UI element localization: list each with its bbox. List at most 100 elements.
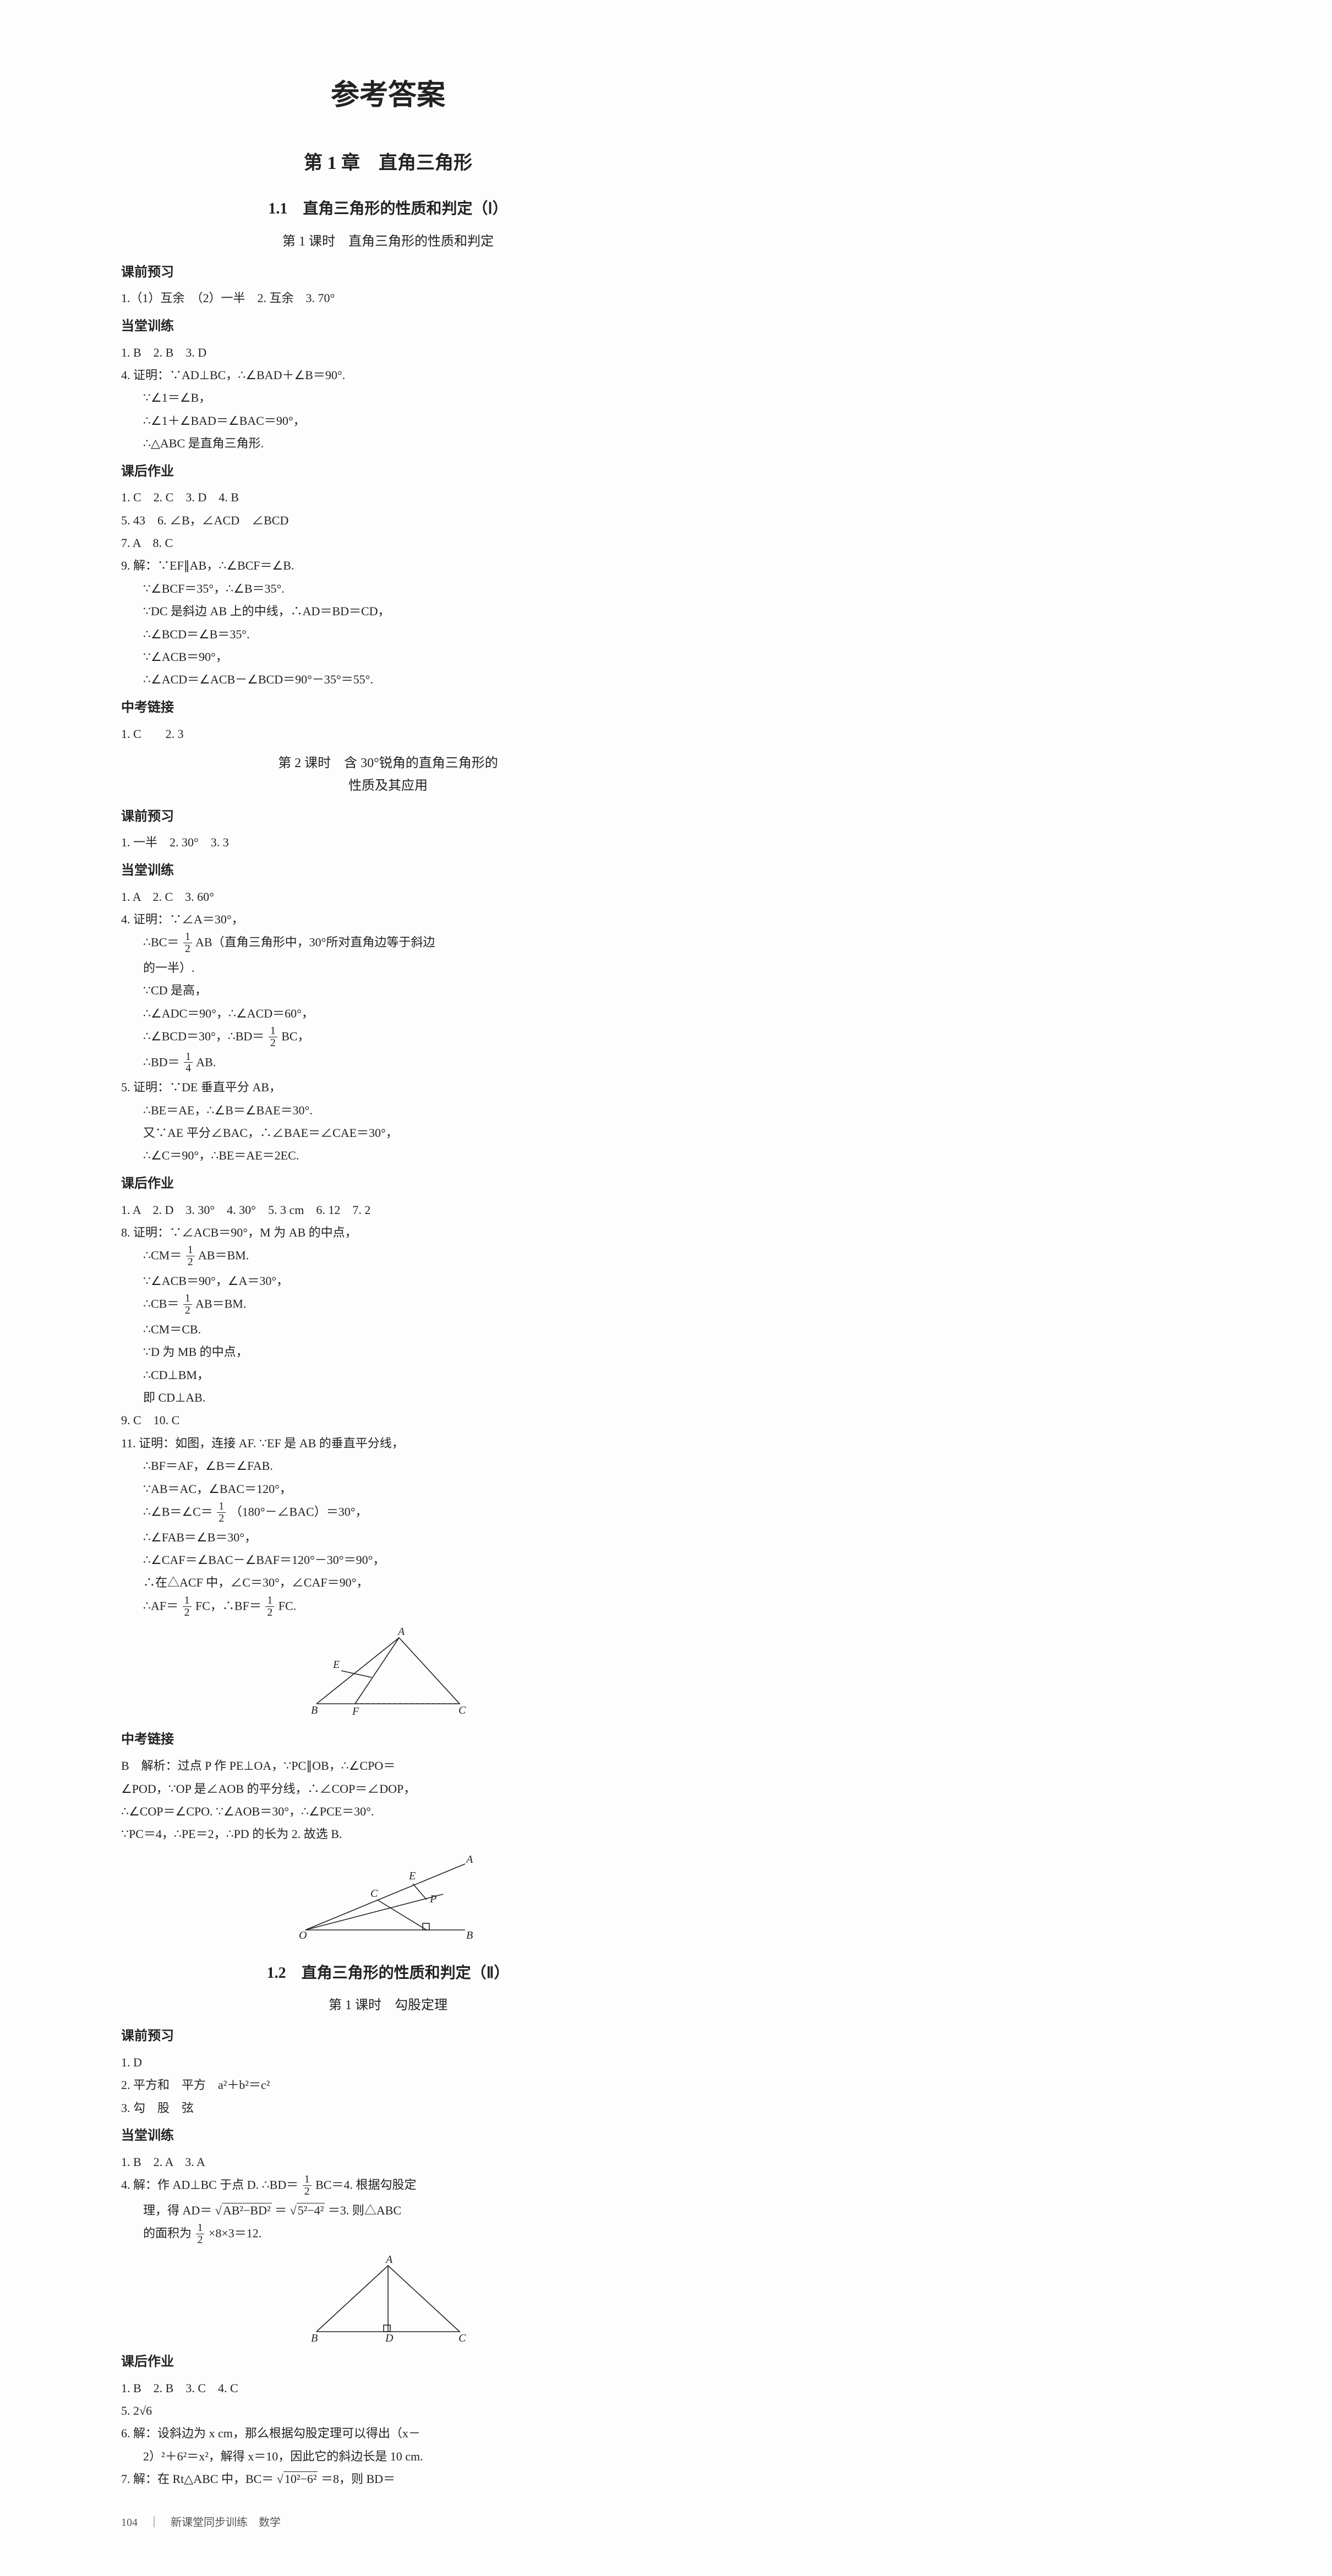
text: ∴∠B＝∠C＝	[143, 1505, 213, 1518]
text: 的面积为	[143, 2227, 192, 2240]
proof-line: ∴CM＝ 12 AB＝BM.	[121, 1245, 655, 1268]
answer-line: 5. 43 6. ∠B，∠ACD ∠BCD	[121, 510, 655, 530]
text: AB（直角三角形中，30°所对直角边等于斜边	[195, 936, 435, 949]
proof-line: 又∵AE 平分∠BAC，∴∠BAE＝∠CAE＝30°，	[121, 1123, 655, 1143]
text: ∴AF＝	[143, 1599, 178, 1612]
answer-line: 5. 2√6	[121, 2400, 655, 2421]
proof-line: ∴∠FAB＝∠B＝30°，	[121, 1527, 655, 1547]
section-1-1-title: 1.1 直角三角形的性质和判定（Ⅰ）	[121, 196, 655, 222]
solution-line: 6. 解：设斜边为 x cm，那么根据勾股定理可以得出（x－	[121, 2423, 655, 2443]
answer-line: 7. A 8. C	[121, 533, 655, 553]
proof-line: 4. 证明：∵AD⊥BC，∴∠BAD＋∠B＝90°.	[121, 365, 655, 385]
text: （180°－∠BAC）＝30°，	[230, 1505, 368, 1518]
main-title: 参考答案	[121, 72, 655, 120]
preview-line: 1. D	[121, 2052, 655, 2072]
diag3-label-A: A	[385, 2255, 393, 2266]
homework-header: 课后作业	[121, 2351, 655, 2373]
text: ∴BD＝	[143, 1055, 180, 1069]
exam-header: 中考链接	[121, 1729, 655, 1751]
text: ∴∠BCD＝30°，∴BD＝	[143, 1029, 264, 1043]
proof-line: ∴在△ACF 中，∠C＝30°，∠CAF＝90°，	[121, 1572, 655, 1593]
exam-line: ∴∠COP＝∠CPO. ∵∠AOB＝30°，∴∠PCE＝30°.	[121, 1801, 655, 1822]
fraction-half: 12	[183, 1595, 192, 1619]
text: ＝	[275, 2203, 287, 2217]
proof-line: ∴BC＝ 12 AB（直角三角形中，30°所对直角边等于斜边	[121, 932, 655, 955]
proof-line: 的一半）.	[121, 958, 655, 978]
diag1-label-E: E	[332, 1659, 340, 1671]
answer-line: 1. A 2. D 3. 30° 4. 30° 5. 3 cm 6. 12 7.…	[121, 1200, 655, 1220]
answer-line: 1. B 2. B 3. C 4. C	[121, 2378, 655, 2398]
fraction-half: 12	[183, 1293, 192, 1317]
text: 4. 解：作 AD⊥BC 于点 D. ∴BD＝	[121, 2178, 298, 2192]
proof-line: ∵AB＝AC，∠BAC＝120°，	[121, 1479, 655, 1499]
text: ∴BC＝	[143, 936, 179, 949]
sqrt-expr: AB²−BD²	[222, 2203, 272, 2217]
proof-line: 4. 证明：∵∠A＝30°，	[121, 909, 655, 929]
text: ＝3. 则△ABC	[328, 2203, 401, 2217]
diag3-label-C: C	[458, 2332, 466, 2343]
angle-diagram-2: O A B C E P	[289, 1853, 487, 1946]
solution-line: ∵∠BCF＝35°，∴∠B＝35°.	[121, 578, 655, 599]
solution-line: 的面积为 12 ×8×3＝12.	[121, 2223, 655, 2246]
solution-line: ∴∠BCD＝∠B＝35°.	[121, 624, 655, 644]
triangle-diagram-1: A B C E F	[300, 1627, 476, 1720]
preview-header: 课前预习	[121, 806, 655, 828]
solution-line: 4. 解：作 AD⊥BC 于点 D. ∴BD＝ 12 BC＝4. 根据勾股定	[121, 2174, 655, 2198]
text: FC.	[279, 1599, 296, 1612]
answer-line: 1. C 2. 3	[121, 724, 655, 744]
answer-line: 1. C 2. C 3. D 4. B	[121, 487, 655, 507]
fraction-half: 12	[303, 2174, 312, 2198]
lesson-1-2-1-title: 第 1 课时 勾股定理	[121, 1994, 655, 2017]
preview-header: 课前预习	[121, 261, 655, 284]
proof-line: ∴CD⊥BM，	[121, 1365, 655, 1385]
diag3-label-B: B	[311, 2332, 318, 2343]
triangle-diagram-3: A B C D	[300, 2255, 476, 2343]
page-footer: 104 ｜ 新课堂同步训练 数学	[121, 2513, 1233, 2532]
proof-line: 8. 证明：∵∠ACB＝90°，M 为 AB 的中点，	[121, 1222, 655, 1243]
preview-line: 3. 勾 股 弦	[121, 2098, 655, 2118]
solution-line: 理，得 AD＝ √AB²−BD² ＝ √5²−4² ＝3. 则△ABC	[121, 2200, 655, 2220]
preview-line: 1.（1）互余 （2）一半 2. 互余 3. 70°	[121, 288, 655, 308]
fraction-half: 12	[183, 932, 192, 955]
diag1-label-A: A	[397, 1627, 405, 1638]
proof-line: ∴∠1＋∠BAD＝∠BAC＝90°，	[121, 411, 655, 431]
text: BC＝4. 根据勾股定	[315, 2178, 416, 2192]
proof-line: ∴CM＝CB.	[121, 1319, 655, 1339]
text: ∴CM＝	[143, 1249, 182, 1262]
text: ∴CB＝	[143, 1297, 179, 1311]
diag3-label-D: D	[385, 2332, 394, 2343]
solution-line: 9. 解：∵EF∥AB，∴∠BCF＝∠B.	[121, 555, 655, 576]
diag2-label-B: B	[466, 1929, 473, 1941]
text: 理，得 AD＝	[143, 2203, 212, 2217]
fraction-half: 12	[269, 1026, 277, 1049]
proof-line: 5. 证明：∵DE 垂直平分 AB，	[121, 1077, 655, 1097]
exam-line: B 解析：过点 P 作 PE⊥OA，∵PC∥OB，∴∠CPO＝	[121, 1755, 655, 1776]
solution-line: ∵DC 是斜边 AB 上的中线，∴AD＝BD＝CD，	[121, 601, 655, 621]
chapter-title: 第 1 章 直角三角形	[121, 147, 655, 179]
text: AB.	[196, 1055, 216, 1069]
proof-line: 11. 证明：如图，连接 AF. ∵EF 是 AB 的垂直平分线，	[121, 1433, 655, 1453]
sqrt-expr: 10²−6²	[283, 2471, 318, 2486]
preview-line: 2. 平方和 平方 a²＋b²＝c²	[121, 2075, 655, 2095]
diag1-label-C: C	[458, 1704, 466, 1716]
proof-line: ∴∠C＝90°，∴BE＝AE＝2EC.	[121, 1145, 655, 1166]
diag1-label-F: F	[352, 1705, 359, 1718]
proof-line: ∴∠B＝∠C＝ 12 （180°－∠BAC）＝30°，	[121, 1501, 655, 1525]
homework-header: 课后作业	[121, 461, 655, 483]
answer-line: 9. C 10. C	[121, 1410, 655, 1430]
text: BC，	[281, 1029, 309, 1043]
lesson-1-1-1-title: 第 1 课时 直角三角形的性质和判定	[121, 231, 655, 253]
text: AB＝BM.	[195, 1297, 246, 1311]
exam-line: ∵PC＝4，∴PE＝2，∴PD 的长为 2. 故选 B.	[121, 1824, 655, 1844]
solution-line: 2）²＋6²＝x²，解得 x＝10，因此它的斜边长是 10 cm.	[121, 2446, 655, 2466]
preview-header: 课前预习	[121, 2025, 655, 2048]
proof-line: ∴∠BCD＝30°，∴BD＝ 12 BC，	[121, 1026, 655, 1049]
proof-line: ∵D 为 MB 的中点，	[121, 1342, 655, 1362]
homework-header: 课后作业	[121, 1173, 655, 1195]
fraction-half: 12	[217, 1501, 226, 1525]
fraction-half: 12	[196, 2223, 205, 2246]
fraction-half: 12	[186, 1245, 195, 1268]
proof-line: ∴BE＝AE，∴∠B＝∠BAE＝30°.	[121, 1100, 655, 1120]
diag2-label-E: E	[408, 1870, 416, 1882]
diag2-label-A: A	[465, 1853, 473, 1866]
